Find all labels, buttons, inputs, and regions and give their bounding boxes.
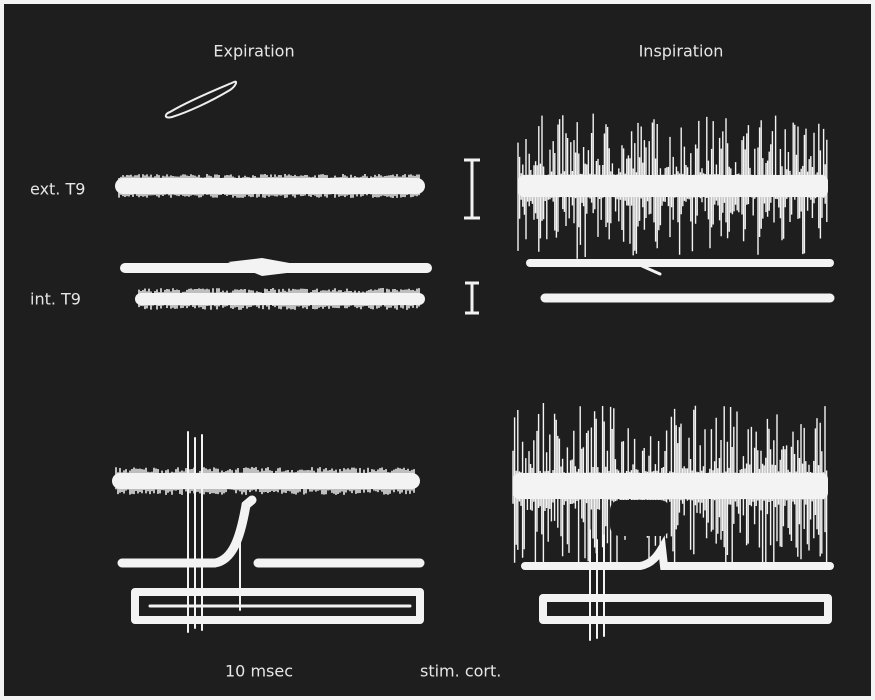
panel-title: Expiration xyxy=(213,42,294,61)
panel-title: Inspiration xyxy=(639,42,724,61)
footer-label: stim. cort. xyxy=(420,662,501,681)
trace-label: ext. T9 xyxy=(30,180,85,199)
oscilloscope-figure: Expiration Inspiration ext. T9 int. T9 1… xyxy=(0,0,875,700)
page: Expiration Inspiration ext. T9 int. T9 1… xyxy=(0,0,875,700)
gap xyxy=(610,500,670,536)
footer-label: 10 msec xyxy=(225,662,293,681)
trace-label: int. T9 xyxy=(30,290,81,309)
